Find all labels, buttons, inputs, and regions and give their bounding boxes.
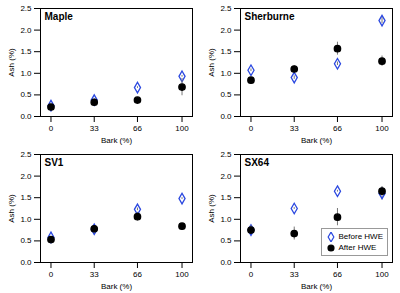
html-text:After HWE: After HWE [338, 243, 377, 252]
svg-text:0.0: 0.0 [20, 112, 32, 121]
svg-text:Ash (%): Ash (%) [7, 48, 16, 77]
svg-text:1.5: 1.5 [20, 47, 32, 56]
svg-text:33: 33 [290, 124, 299, 133]
svg-text:Ash (%): Ash (%) [7, 194, 16, 223]
svg-text:100: 100 [375, 124, 389, 133]
svg-text:1.0: 1.0 [20, 69, 32, 78]
svg-text:2.0: 2.0 [220, 26, 232, 35]
svg-text:0.0: 0.0 [220, 112, 232, 121]
svg-text:66: 66 [333, 270, 342, 279]
svg-text:0.0: 0.0 [220, 258, 232, 267]
svg-text:33: 33 [90, 124, 99, 133]
svg-text:0: 0 [49, 124, 54, 133]
svg-text:100: 100 [175, 270, 189, 279]
svg-text:Bark (%): Bark (%) [301, 282, 332, 291]
svg-text:2.0: 2.0 [20, 172, 32, 181]
svg-text:Ash (%): Ash (%) [207, 48, 216, 77]
svg-text:1.5: 1.5 [220, 47, 232, 56]
svg-text:33: 33 [90, 270, 99, 279]
svg-text:0.5: 0.5 [20, 90, 32, 99]
svg-text:Sherburne: Sherburne [245, 11, 295, 22]
svg-text:0.5: 0.5 [220, 236, 232, 245]
svg-text:2.5: 2.5 [20, 4, 32, 13]
svg-text:100: 100 [175, 124, 189, 133]
svg-text:Ash (%): Ash (%) [207, 194, 216, 223]
svg-text:2.5: 2.5 [20, 150, 32, 159]
svg-text:1.5: 1.5 [20, 193, 32, 202]
svg-text:0: 0 [49, 270, 54, 279]
svg-text:2.5: 2.5 [220, 150, 232, 159]
svg-text:2.0: 2.0 [20, 26, 32, 35]
svg-text:0: 0 [249, 270, 254, 279]
svg-text:0: 0 [249, 124, 254, 133]
svg-text:2.5: 2.5 [220, 4, 232, 13]
svg-text:1.0: 1.0 [220, 69, 232, 78]
svg-text:0.0: 0.0 [20, 258, 32, 267]
svg-text:33: 33 [290, 270, 299, 279]
svg-text:0.5: 0.5 [220, 90, 232, 99]
svg-text:1.5: 1.5 [220, 193, 232, 202]
html-text:Before HWE: Before HWE [338, 232, 383, 241]
svg-text:100: 100 [375, 270, 389, 279]
svg-text:0.5: 0.5 [20, 236, 32, 245]
svg-text:Maple: Maple [45, 11, 74, 22]
svg-text:1.0: 1.0 [20, 215, 32, 224]
svg-text:Bark (%): Bark (%) [101, 282, 132, 291]
svg-text:66: 66 [133, 270, 142, 279]
svg-text:1.0: 1.0 [220, 215, 232, 224]
svg-text:66: 66 [333, 124, 342, 133]
svg-text:2.0: 2.0 [220, 172, 232, 181]
svg-text:Bark (%): Bark (%) [301, 136, 332, 145]
svg-text:SV1: SV1 [45, 157, 64, 168]
svg-text:Bark (%): Bark (%) [101, 136, 132, 145]
svg-text:66: 66 [133, 124, 142, 133]
svg-text:SX64: SX64 [245, 157, 270, 168]
